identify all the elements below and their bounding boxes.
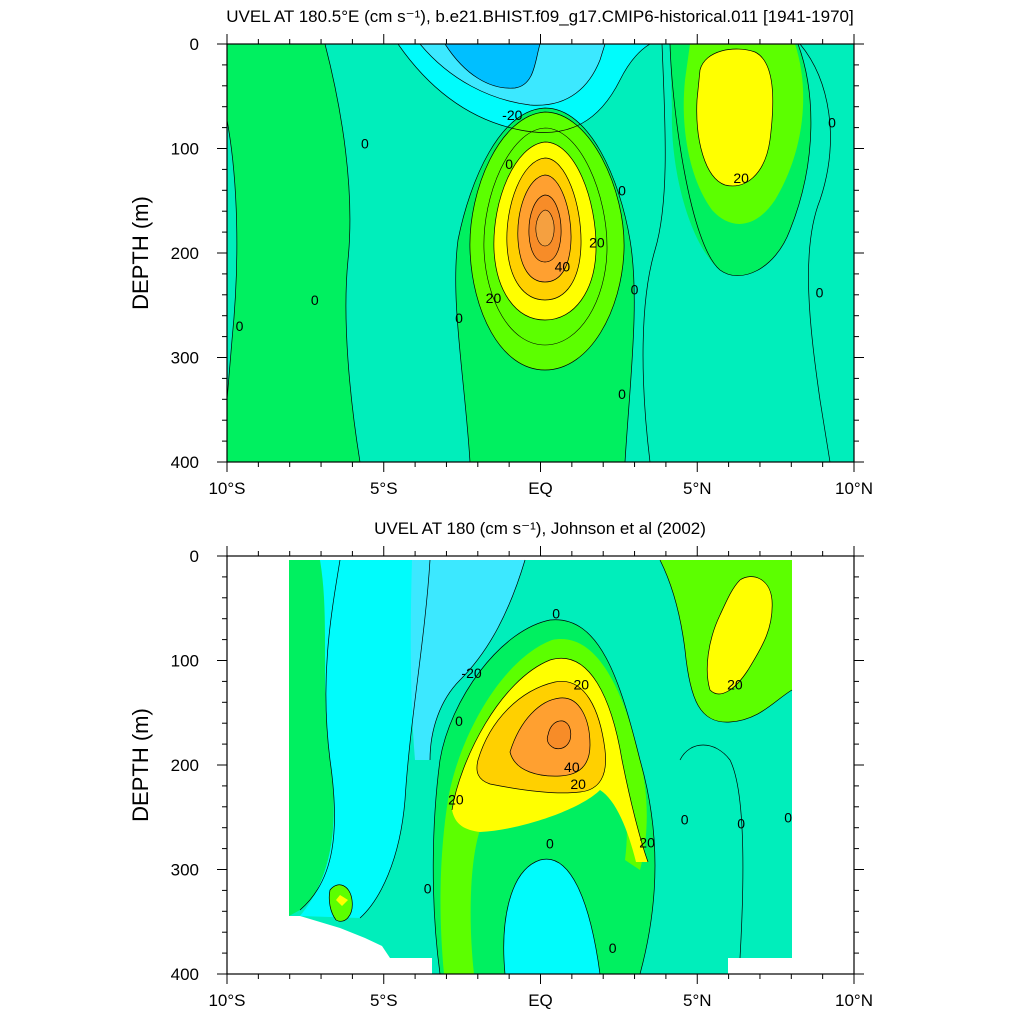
x-tick-label: 10°S [208, 479, 245, 498]
x-tick-label: 5°S [370, 991, 398, 1010]
contour-label: 0 [737, 816, 745, 832]
y-tick-label: 300 [171, 349, 199, 368]
contour-label: -20 [502, 107, 522, 123]
panel-1-y-axis-label: DEPTH (m) [128, 196, 153, 310]
contour-label: 0 [618, 182, 626, 198]
panel-model: UVEL AT 180.5°E (cm s⁻¹), b.e21.BHIST.f0… [128, 7, 873, 498]
contour-label: 0 [455, 310, 463, 326]
contour-label: 0 [236, 318, 244, 334]
contour-label: 20 [573, 677, 589, 693]
contour-label: 0 [505, 156, 513, 172]
y-tick-label: 400 [171, 965, 199, 984]
x-tick-label: 10°N [835, 479, 873, 498]
panel-2-contour-fill [289, 560, 792, 974]
contour-label: 0 [816, 285, 824, 301]
contour-label: 40 [564, 759, 580, 775]
y-tick-label: 100 [171, 140, 199, 159]
panel-observations: UVEL AT 180 (cm s⁻¹), Johnson et al (200… [128, 519, 873, 1010]
contour-label: 20 [448, 791, 464, 807]
x-tick-label: 5°N [683, 479, 712, 498]
y-tick-label: 400 [171, 453, 199, 472]
x-tick-label: EQ [528, 479, 553, 498]
contour-label: 0 [784, 809, 792, 825]
y-tick-label: 200 [171, 756, 199, 775]
contour-label: 0 [361, 135, 369, 151]
y-tick-label: 300 [171, 861, 199, 880]
contour-label: 0 [609, 940, 617, 956]
contour-label: 40 [555, 259, 571, 275]
panel-1-contour-lines [227, 44, 831, 462]
contour-label: 0 [618, 386, 626, 402]
contour-label: 0 [455, 713, 463, 729]
contour-label: 0 [424, 880, 432, 896]
contour-label: 20 [570, 776, 586, 792]
contour-label: 0 [546, 835, 554, 851]
y-tick-label: 0 [190, 35, 199, 54]
panel-2-contour-lines [299, 559, 793, 974]
x-tick-label: 10°N [835, 991, 873, 1010]
contour-label: 0 [828, 114, 836, 130]
contour-label: -20 [461, 665, 481, 681]
contour-label: 20 [727, 677, 743, 693]
y-tick-label: 0 [190, 547, 199, 566]
x-tick-label: 10°S [208, 991, 245, 1010]
contour-label: 0 [631, 282, 639, 298]
panel-2-title: UVEL AT 180 (cm s⁻¹), Johnson et al (200… [374, 519, 706, 538]
contour-label: 0 [311, 292, 319, 308]
panel-1-contour-fill [227, 44, 854, 462]
contour-label: 20 [639, 834, 655, 850]
contour-label: 0 [681, 811, 689, 827]
y-tick-label: 200 [171, 244, 199, 263]
x-tick-label: 5°N [683, 991, 712, 1010]
contour-label: 20 [486, 290, 502, 306]
panel-1-contour-labels: -20 0 0 0 0 20 20 40 20 0 0 0 0 0 0 [236, 107, 837, 402]
panel-2-y-axis-label: DEPTH (m) [128, 708, 153, 822]
x-tick-label: 5°S [370, 479, 398, 498]
contour-label: 0 [552, 605, 560, 621]
panel-1-title: UVEL AT 180.5°E (cm s⁻¹), b.e21.BHIST.f0… [226, 7, 853, 26]
x-tick-label: EQ [528, 991, 553, 1010]
contour-label: 20 [589, 235, 605, 251]
contour-label: 20 [733, 170, 749, 186]
y-tick-label: 100 [171, 652, 199, 671]
